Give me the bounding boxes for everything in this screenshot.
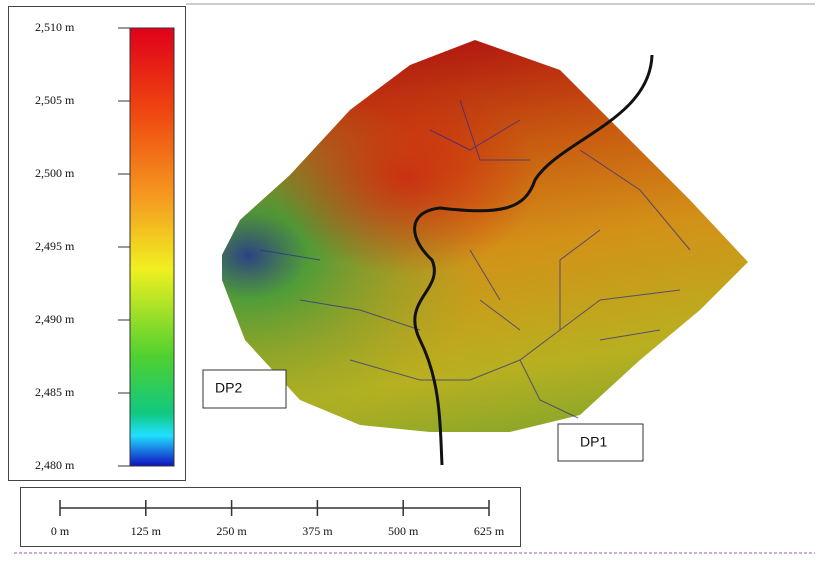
legend-tick-label: 2,500 m — [35, 166, 75, 180]
road — [413, 54, 654, 466]
label-box — [557, 423, 644, 462]
legend-ticks: 2,510 m 2,505 m 2,500 m 2,495 m 2,490 m 2,485… — [35, 20, 130, 472]
scale-tick-label: 0 m — [51, 524, 70, 538]
legend-tick-label: 2,480 m — [35, 458, 75, 472]
scale-tick-label: 250 m — [216, 524, 247, 538]
color-bar — [129, 27, 175, 467]
legend-tick-label: 2,490 m — [35, 312, 75, 326]
legend-tick-label: 2,485 m — [35, 385, 75, 399]
legend-tick-label: 2,495 m — [35, 239, 75, 253]
scale-ticks: 0 m 125 m 250 m 375 m 500 m 625 m — [51, 500, 505, 538]
scale-tick-label: 625 m — [474, 524, 505, 538]
streams — [259, 99, 691, 419]
scale-tick-label: 375 m — [302, 524, 333, 538]
dp1-label: DP1 — [580, 434, 607, 450]
scale-tick-label: 125 m — [131, 524, 162, 538]
scale-tick-label: 500 m — [388, 524, 419, 538]
dp2-label: DP2 — [215, 380, 242, 396]
scale-box — [20, 487, 521, 547]
terrain — [222, 40, 748, 466]
legend-tick-label: 2,505 m — [35, 93, 75, 107]
terrain-high — [222, 40, 748, 432]
legend-tick-label: 2,510 m — [35, 20, 75, 34]
label-box — [202, 369, 287, 409]
